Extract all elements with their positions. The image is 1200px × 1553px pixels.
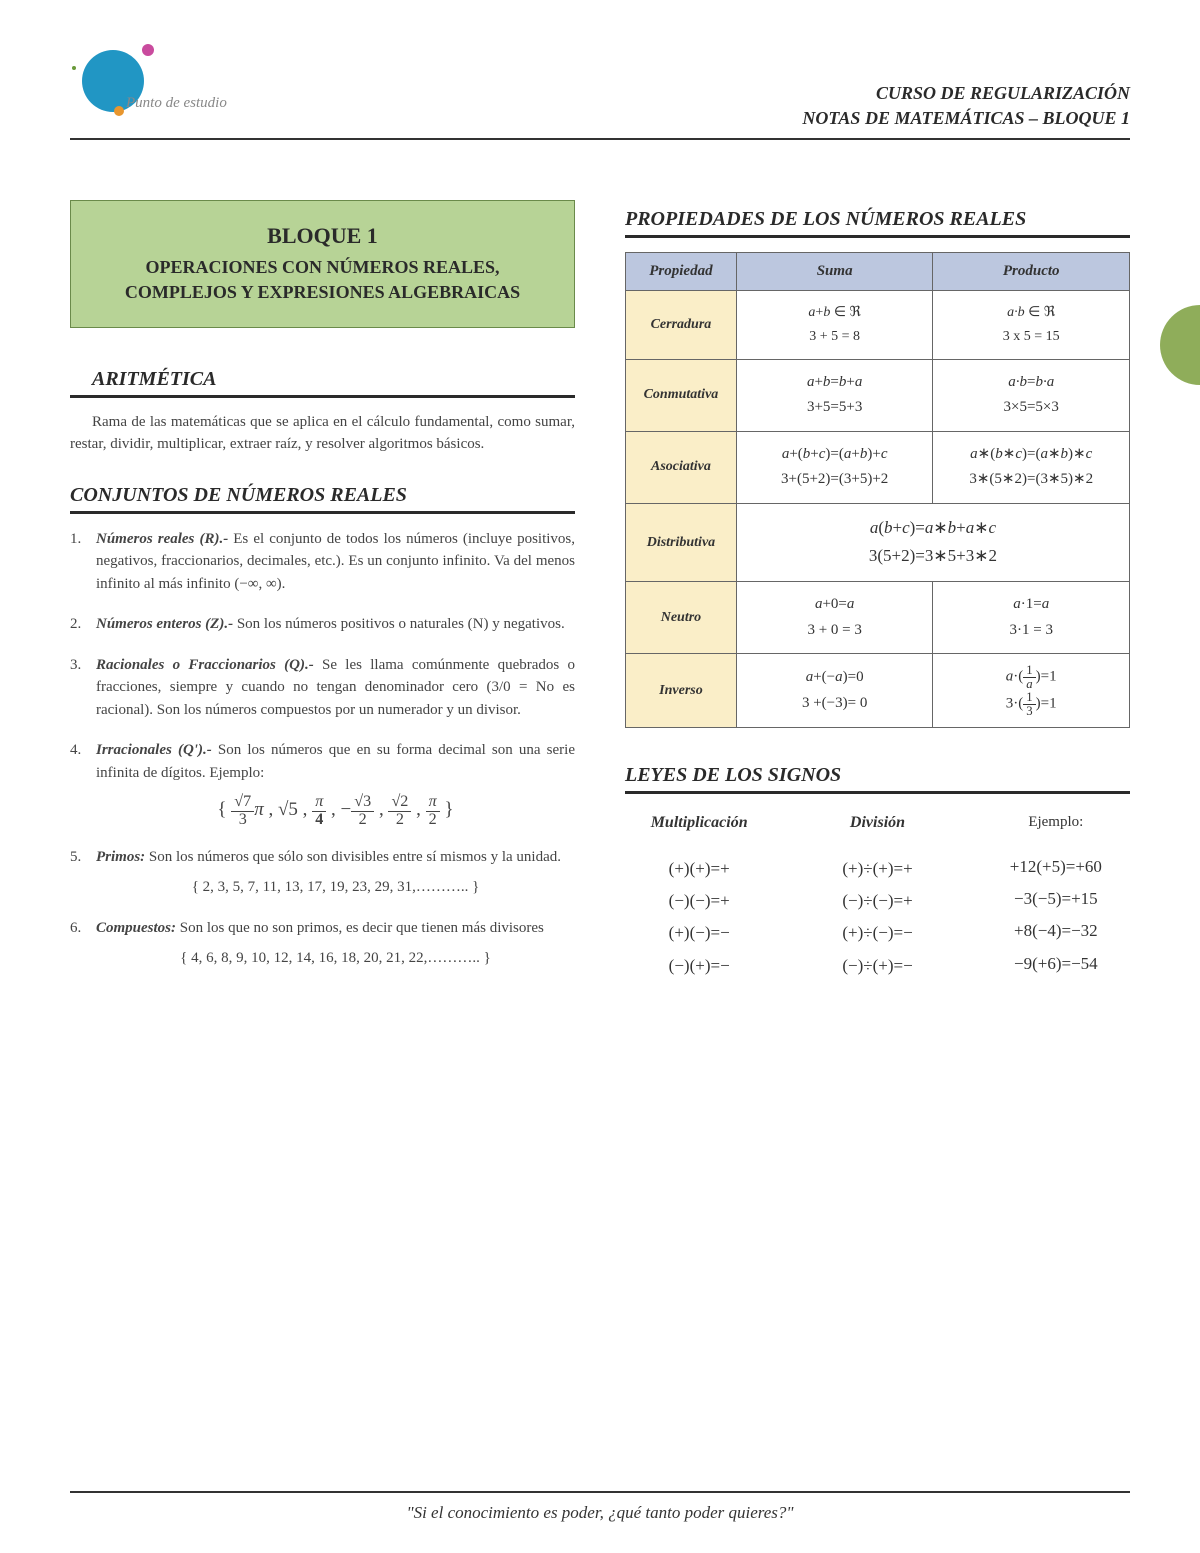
block-number: BLOQUE 1: [101, 223, 544, 249]
compuestos-list: { 4, 6, 8, 9, 10, 12, 14, 16, 18, 20, 21…: [96, 947, 575, 970]
list-item: 4. Irracionales (Q').- Son los números q…: [70, 739, 575, 827]
signos-div: División (+)÷(+)=+ (−)÷(−)=+ (+)÷(−)=− (…: [803, 808, 951, 982]
logo-text: Punto de estudio: [126, 95, 227, 112]
block-subtitle: OPERACIONES CON NÚMEROS REALES, COMPLEJO…: [101, 255, 544, 305]
irrational-example: { √73π , √5 , π4 , −√32 , √22 , π2 }: [96, 794, 575, 827]
conjuntos-list: 1. Números reales (R).- Es el conjunto d…: [70, 528, 575, 970]
signos-grid: Multiplicación (+)(+)=+ (−)(−)=+ (+)(−)=…: [625, 808, 1130, 982]
header-text: CURSO DE REGULARIZACIÓN NOTAS DE MATEMÁT…: [802, 81, 1130, 130]
th-propiedad: Propiedad: [626, 253, 737, 291]
section-signos-heading: LEYES DE LOS SIGNOS: [625, 764, 1130, 794]
footer-quote: "Si el conocimiento es poder, ¿qué tanto…: [70, 1491, 1130, 1523]
list-item: 6. Compuestos: Son los que no son primos…: [70, 917, 575, 970]
th-producto: Producto: [933, 253, 1130, 291]
side-bubble-decoration: [1160, 305, 1200, 385]
table-row: Distributiva a(b+c)=a∗b+a∗c3(5+2)=3∗5+3∗…: [626, 503, 1130, 582]
section-conjuntos-heading: CONJUNTOS DE NÚMEROS REALES: [70, 484, 575, 514]
section-propiedades-heading: PROPIEDADES DE LOS NÚMEROS REALES: [625, 208, 1130, 238]
right-column: PROPIEDADES DE LOS NÚMEROS REALES Propie…: [625, 200, 1130, 988]
table-row: Cerradura a+b ∈ ℜ3 + 5 = 8 a·b ∈ ℜ3 x 5 …: [626, 291, 1130, 360]
section-aritmetica-heading: ARITMÉTICA: [70, 368, 575, 398]
left-column: BLOQUE 1 OPERACIONES CON NÚMEROS REALES,…: [70, 200, 575, 988]
table-row: Neutro a+0=a3 + 0 = 3 a·1=a3·1 = 3: [626, 582, 1130, 654]
propiedades-table: Propiedad Suma Producto Cerradura a+b ∈ …: [625, 252, 1130, 728]
th-suma: Suma: [736, 253, 933, 291]
logo: Punto de estudio: [70, 50, 270, 130]
list-item: 1. Números reales (R).- Es el conjunto d…: [70, 528, 575, 596]
primos-list: { 2, 3, 5, 7, 11, 13, 17, 19, 23, 29, 31…: [96, 876, 575, 899]
logo-dot-orange: [114, 106, 124, 116]
list-item: 5. Primos: Son los números que sólo son …: [70, 846, 575, 899]
signos-mult: Multiplicación (+)(+)=+ (−)(−)=+ (+)(−)=…: [625, 808, 773, 982]
signos-ejemplo: Ejemplo: +12(+5)=+60 −3(−5)=+15 +8(−4)=−…: [982, 808, 1130, 982]
table-row: Asociativa a+(b+c)=(a+b)+c3+(5+2)=(3+5)+…: [626, 431, 1130, 503]
header-line2: NOTAS DE MATEMÁTICAS – BLOQUE 1: [802, 106, 1130, 130]
table-row: Conmutativa a+b=b+a3+5=5+3 a·b=b·a3×5=5×…: [626, 359, 1130, 431]
aritmetica-text: Rama de las matemáticas que se aplica en…: [70, 412, 575, 456]
logo-dot-pink: [142, 44, 154, 56]
logo-dot-green: [72, 66, 76, 70]
block-title-box: BLOQUE 1 OPERACIONES CON NÚMEROS REALES,…: [70, 200, 575, 328]
list-item: 3. Racionales o Fraccionarios (Q).- Se l…: [70, 654, 575, 722]
table-row: Inverso a+(−a)=03 +(−3)= 0 a·(1a)=13·(13…: [626, 654, 1130, 728]
page-header: Punto de estudio CURSO DE REGULARIZACIÓN…: [70, 50, 1130, 140]
header-line1: CURSO DE REGULARIZACIÓN: [802, 81, 1130, 105]
list-item: 2. Números enteros (Z).- Son los números…: [70, 613, 575, 636]
